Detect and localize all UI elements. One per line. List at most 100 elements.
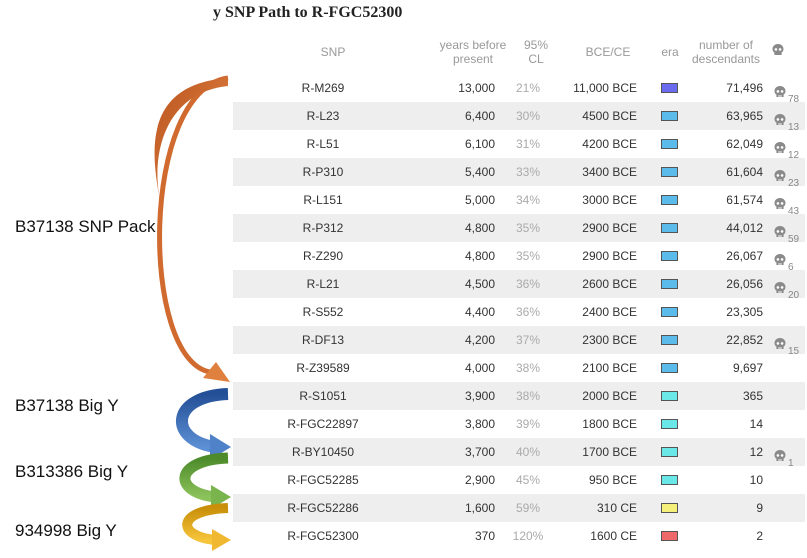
table-row[interactable]: R-L23 6,400 30% 4500 BCE 63,965 13 (233, 102, 805, 133)
header-descendants[interactable]: number of descendants (690, 38, 762, 66)
tested-count[interactable]: 78 (773, 74, 805, 105)
era-color-swatch (661, 419, 678, 429)
snp-name[interactable]: R-M269 (301, 81, 345, 95)
table-row[interactable]: R-P310 5,400 33% 3400 BCE 61,604 23 (233, 158, 805, 189)
table-row[interactable]: R-S552 4,400 36% 2400 BCE 23,305 (233, 298, 805, 326)
confidence-level: 37% (515, 333, 541, 347)
descendant-count: 9 (756, 501, 763, 515)
header-years[interactable]: years before present (433, 38, 513, 66)
skull-icon (773, 277, 787, 293)
table-row[interactable]: R-Z39589 4,000 38% 2100 BCE 9,697 (233, 354, 805, 382)
skull-icon (773, 249, 787, 265)
label-snp-pack: B37138 SNP Pack (15, 217, 156, 236)
snp-name[interactable]: R-FGC52286 (287, 501, 359, 515)
skull-icon (773, 137, 787, 153)
snp-name[interactable]: R-L21 (306, 277, 340, 291)
header-bce-ce[interactable]: BCE/CE (585, 45, 631, 59)
descendant-count: 9,697 (732, 361, 763, 375)
snp-pack-arrow-icon (154, 75, 230, 382)
snp-name[interactable]: R-P312 (302, 221, 344, 235)
tested-count-value: 1 (788, 458, 794, 469)
skull-icon (773, 445, 787, 461)
descendant-count: 44,012 (726, 221, 763, 235)
snp-path-table: R-M269 13,000 21% 11,000 BCE 71,496 78 R-L23 6,… (233, 74, 805, 550)
tested-count[interactable]: 43 (773, 186, 805, 217)
bce-ce-date: 950 BCE (588, 473, 637, 487)
bce-ce-date: 2400 BCE (582, 305, 637, 319)
tested-count[interactable]: 13 (773, 102, 805, 133)
header-cl[interactable]: 95% CL (516, 38, 556, 66)
tested-count[interactable]: 59 (773, 214, 805, 245)
snp-name[interactable]: R-DF13 (301, 333, 344, 347)
era-color-swatch (661, 139, 678, 149)
snp-name[interactable]: R-S552 (302, 305, 344, 319)
table-row[interactable]: R-L21 4,500 36% 2600 BCE 26,056 20 (233, 270, 805, 301)
table-row[interactable]: R-L51 6,100 31% 4200 BCE 62,049 12 (233, 130, 805, 161)
years-before-present: 5,000 (464, 193, 495, 207)
table-row[interactable]: R-L151 5,000 34% 3000 BCE 61,574 43 (233, 186, 805, 217)
years-before-present: 1,600 (464, 501, 495, 515)
table-row[interactable]: R-DF13 4,200 37% 2300 BCE 22,852 15 (233, 326, 805, 357)
tested-count-value: 13 (788, 122, 800, 133)
header-tested-skull-icon[interactable] (770, 43, 786, 60)
header-years-line2: present (452, 52, 494, 66)
tested-count-value: 23 (788, 178, 800, 189)
snp-name[interactable]: R-L151 (303, 193, 343, 207)
snp-name[interactable]: R-BY10450 (291, 445, 355, 459)
era-color-swatch (661, 503, 678, 513)
snp-name[interactable]: R-L23 (306, 109, 340, 123)
table-row[interactable]: R-FGC22897 3,800 39% 1800 BCE 14 (233, 410, 805, 438)
years-before-present: 6,100 (464, 137, 495, 151)
big-y-arrow-gold-icon (182, 503, 231, 551)
table-row[interactable]: R-S1051 3,900 38% 2000 BCE 365 (233, 382, 805, 410)
tested-count-value: 20 (788, 290, 800, 301)
bce-ce-date: 2100 BCE (582, 361, 637, 375)
bce-ce-date: 4200 BCE (582, 137, 637, 151)
table-row[interactable]: R-BY10450 3,700 40% 1700 BCE 12 1 (233, 438, 805, 469)
snp-name[interactable]: R-S1051 (299, 389, 347, 403)
tested-count[interactable]: 23 (773, 158, 805, 189)
tested-count[interactable]: 20 (773, 270, 805, 301)
era-color-swatch (661, 475, 678, 485)
snp-name[interactable]: R-Z39589 (296, 361, 350, 375)
years-before-present: 4,800 (464, 221, 495, 235)
snp-name[interactable]: R-Z290 (302, 249, 343, 263)
snp-name[interactable]: R-FGC52285 (287, 473, 359, 487)
tested-count[interactable]: 6 (773, 242, 805, 273)
skull-icon (773, 109, 787, 125)
header-era[interactable]: era (661, 45, 679, 59)
header-cl-line1: 95% (523, 38, 549, 52)
skull-icon (773, 333, 787, 349)
table-row[interactable]: R-FGC52286 1,600 59% 310 CE 9 (233, 494, 805, 522)
table-row[interactable]: R-P312 4,800 35% 2900 BCE 44,012 59 (233, 214, 805, 245)
snp-name[interactable]: R-FGC22897 (287, 417, 359, 431)
years-before-present: 4,200 (464, 333, 495, 347)
descendant-count: 71,496 (726, 81, 763, 95)
bce-ce-date: 3000 BCE (582, 193, 637, 207)
table-row[interactable]: R-Z290 4,800 35% 2900 BCE 26,067 6 (233, 242, 805, 273)
tested-count[interactable]: 15 (773, 326, 805, 357)
confidence-level: 31% (515, 137, 541, 151)
bce-ce-date: 4500 BCE (582, 109, 637, 123)
bce-ce-date: 2300 BCE (582, 333, 637, 347)
table-row[interactable]: R-FGC52285 2,900 45% 950 BCE 10 (233, 466, 805, 494)
tested-count[interactable]: 1 (773, 438, 805, 469)
label-big-y-1: B37138 Big Y (15, 396, 119, 415)
snp-name[interactable]: R-P310 (302, 165, 344, 179)
descendant-count: 365 (742, 389, 763, 403)
skull-icon (773, 193, 787, 209)
header-snp[interactable]: SNP (320, 45, 346, 59)
descendant-count: 63,965 (726, 109, 763, 123)
era-color-swatch (661, 195, 678, 205)
table-row[interactable]: R-FGC52300 370 120% 1600 CE 2 (233, 522, 805, 550)
era-color-swatch (661, 363, 678, 373)
snp-name[interactable]: R-FGC52300 (287, 529, 359, 543)
snp-name[interactable]: R-L51 (306, 137, 340, 151)
years-before-present: 6,400 (464, 109, 495, 123)
tested-count-value: 12 (788, 150, 800, 161)
bce-ce-date: 1700 BCE (582, 445, 637, 459)
bce-ce-date: 3400 BCE (582, 165, 637, 179)
confidence-level: 30% (515, 109, 541, 123)
tested-count[interactable]: 12 (773, 130, 805, 161)
table-row[interactable]: R-M269 13,000 21% 11,000 BCE 71,496 78 (233, 74, 805, 105)
